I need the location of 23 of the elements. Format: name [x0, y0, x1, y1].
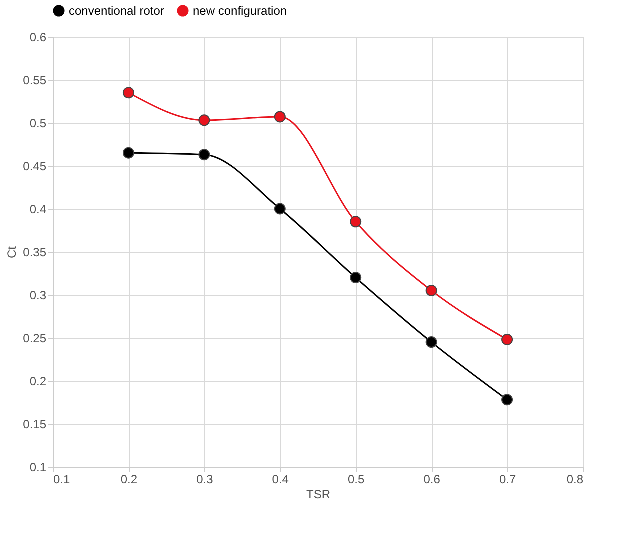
y-tick-label: 0.4	[30, 202, 47, 216]
x-tick-label: 0.3	[196, 472, 214, 486]
legend-label: new configuration	[193, 4, 288, 18]
x-tick-label: 0.4	[272, 472, 290, 486]
x-tick-label: 0.5	[348, 472, 366, 486]
x-tick-label: 0.1	[54, 472, 71, 486]
y-tick-label: 0.3	[30, 288, 47, 302]
x-tick-label: 0.6	[424, 472, 441, 486]
y-tick-label: 0.45	[23, 160, 47, 174]
y-tick-label: 0.2	[30, 374, 47, 388]
y-tick-label: 0.35	[23, 246, 47, 260]
y-tick-label: 0.5	[30, 116, 47, 130]
y-tick-label: 0.1	[30, 460, 47, 474]
y-tick-label: 0.55	[23, 74, 47, 88]
y-axis-title: Ct	[5, 246, 20, 258]
x-axis-title: TSR	[306, 488, 331, 502]
legend-label: conventional rotor	[69, 4, 164, 18]
y-tick-label: 0.25	[23, 332, 47, 346]
x-tick-label: 0.8	[566, 472, 584, 486]
y-tick-label: 0.15	[23, 418, 47, 432]
x-tick-label: 0.2	[120, 472, 138, 486]
y-tick-label: 0.6	[30, 30, 47, 44]
x-tick-label: 0.7	[499, 472, 516, 486]
